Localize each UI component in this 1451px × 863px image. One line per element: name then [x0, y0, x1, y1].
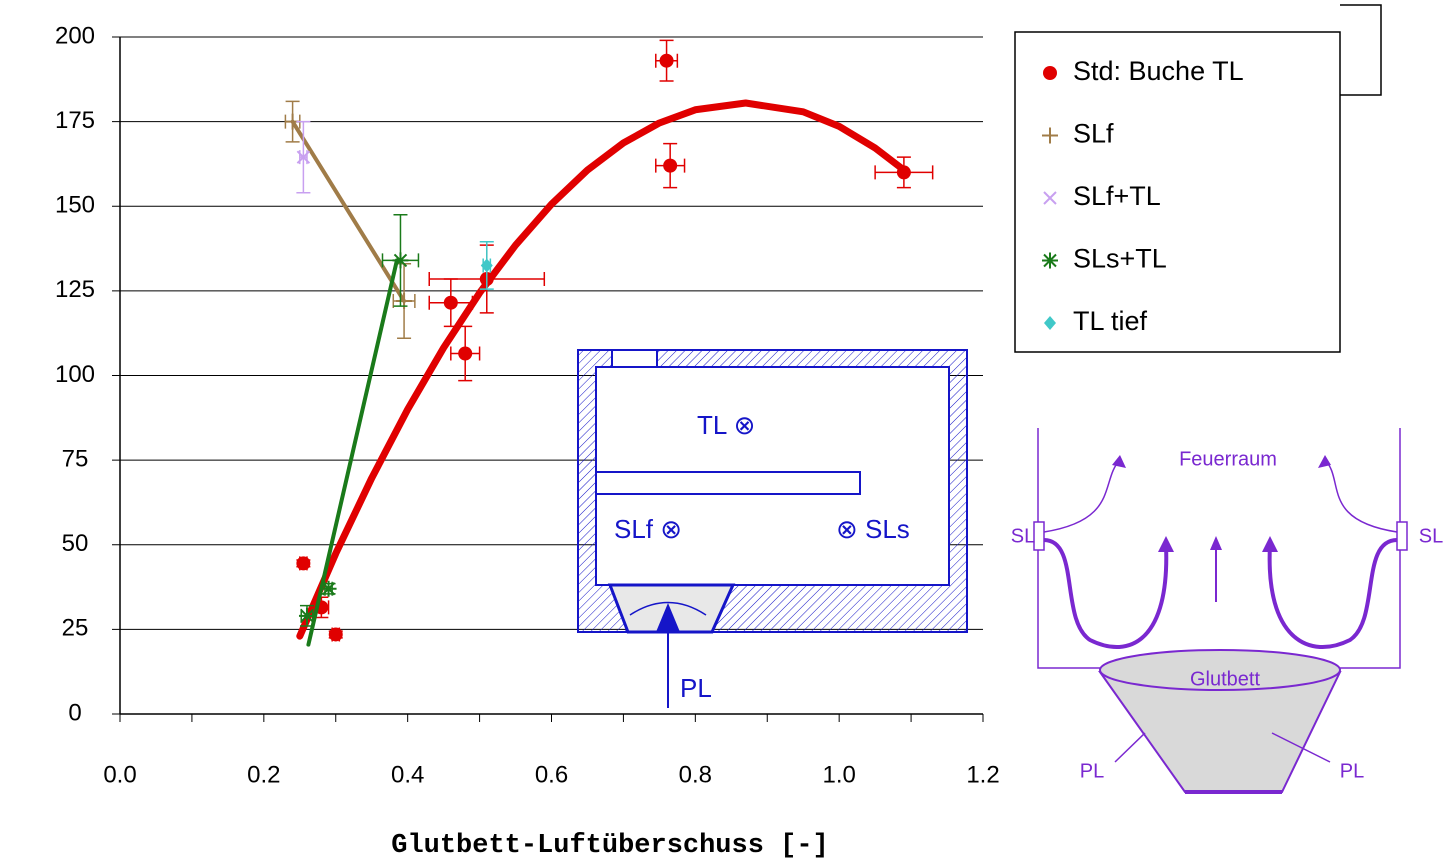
frame-edge: [1340, 5, 1381, 95]
y-tick-label: 150: [55, 192, 95, 219]
fit-line: [293, 122, 404, 301]
point: [897, 165, 911, 179]
flow: [1044, 540, 1166, 647]
point: [329, 627, 343, 641]
x-tick-label: 0.2: [247, 761, 280, 788]
label-sl: SL: [1011, 525, 1035, 547]
point: [444, 296, 458, 310]
point: [296, 556, 310, 570]
x-tick-label: 0.8: [679, 761, 712, 788]
legend-label: TL tief: [1073, 306, 1148, 336]
flow: [1270, 540, 1397, 647]
pl-arrow: [1115, 733, 1145, 762]
label-sl: SL: [1419, 525, 1443, 547]
label-glutbett: Glutbett: [1190, 668, 1260, 690]
series: [285, 101, 415, 338]
legend-label: Std: Buche TL: [1073, 56, 1244, 86]
y-tick-label: 175: [55, 107, 95, 134]
y-tick-label: 200: [55, 22, 95, 49]
legend-label: SLs+TL: [1073, 244, 1167, 274]
flow: [1044, 460, 1120, 532]
flue: [612, 350, 657, 367]
x-axis-label: Glutbett-Luftüberschuss [-]: [391, 831, 828, 861]
y-tick-label: 50: [62, 530, 89, 557]
label-pl: PL: [1340, 760, 1364, 782]
x-tick-label: 0.6: [535, 761, 568, 788]
y-tick-label: 100: [55, 361, 95, 388]
shelf: [596, 472, 860, 494]
label-tl: TL ⊗: [697, 410, 755, 440]
label-slf: SLf ⊗: [614, 514, 682, 544]
point: [458, 346, 472, 360]
label-pl: PL: [680, 673, 712, 703]
y-tick-label: 0: [68, 699, 81, 726]
inset-diagram: TL ⊗ SLf ⊗ ⊗ SLs PL: [578, 350, 967, 708]
point: [299, 608, 315, 624]
legend-label: SLf: [1073, 119, 1114, 149]
x-tick-label: 0.4: [391, 761, 424, 788]
point: [663, 159, 677, 173]
sl-nozzle: [1034, 522, 1044, 550]
legend-marker: [1042, 253, 1058, 269]
label-sls: ⊗ SLs: [836, 514, 910, 544]
point: [321, 581, 337, 597]
flow: [1325, 460, 1397, 532]
legend-label: SLf+TL: [1073, 181, 1161, 211]
legend-marker: [1043, 66, 1057, 80]
x-tick-label: 1.0: [822, 761, 855, 788]
label-pl: PL: [1080, 760, 1104, 782]
y-tick-label: 25: [62, 615, 89, 642]
y-tick-label: 125: [55, 276, 95, 303]
point: [660, 54, 674, 68]
y-tick-label: 75: [62, 445, 89, 472]
chart: 0 25 50 75 100 125 150 175 200 0.0 0.2 0.4 0.6 0.8 1.0…: [0, 0, 1451, 863]
point: [392, 252, 408, 268]
x-tick-label: 1.2: [966, 761, 999, 788]
label-feuerraum: Feuerraum: [1179, 448, 1277, 470]
firebox-diagram: Feuerraum SL SL Glutbett PL PL: [1011, 428, 1443, 792]
x-tick-label: 0.0: [103, 761, 136, 788]
sl-nozzle: [1397, 522, 1407, 550]
